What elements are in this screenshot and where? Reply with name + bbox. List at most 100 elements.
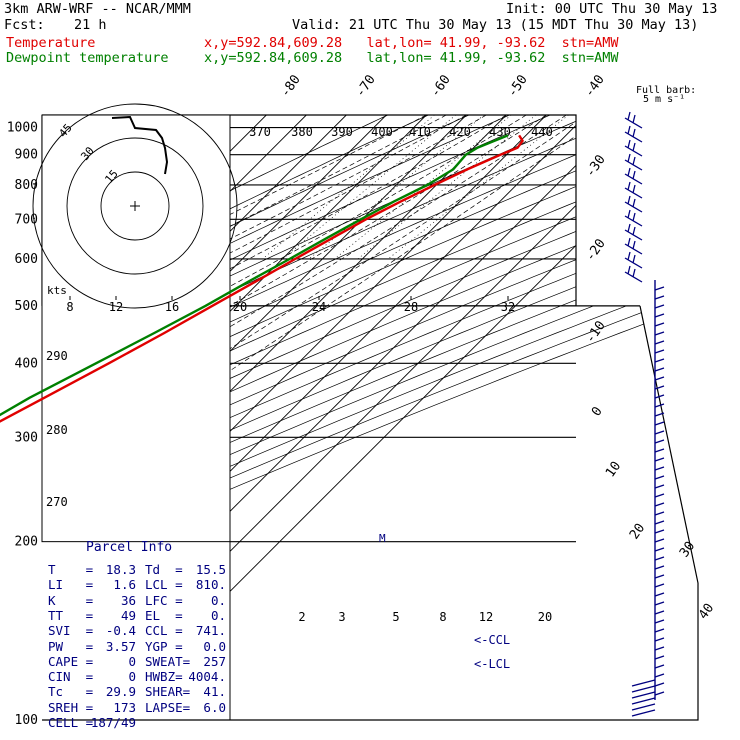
moist-adiabat-line [42, 115, 507, 543]
wind-barb-flag [654, 340, 665, 345]
forecast-label: Fcst: [4, 17, 45, 33]
parcel-info-l1: K = [48, 592, 94, 608]
barb-legend-line1: Full barb: [636, 85, 697, 96]
speed-axis-label: 24 [312, 300, 326, 314]
parcel-info-v1: 173 [113, 699, 136, 715]
parcel-info-v1: 187/49 [90, 715, 136, 730]
wind-barb-flag [627, 195, 631, 205]
theta-e-label: 410 [409, 125, 431, 139]
valid-time: Valid: 21 UTC Thu 30 May 13 (15 MDT Thu … [292, 17, 699, 33]
mixing-ratio-label: 3 [338, 610, 345, 624]
pressure-tick-label: 900 [15, 148, 38, 163]
wind-barb-flag [654, 556, 665, 561]
wind-barb-flag [627, 223, 631, 233]
theta-e-label: 430 [489, 125, 511, 139]
ccl-marker: <-CCL [474, 633, 510, 647]
parcel-info-v2: 810. [195, 577, 226, 593]
parcel-info-v2: 15.5 [195, 562, 226, 577]
pressure-tick-label: 300 [15, 430, 38, 445]
wind-barb-flag [627, 139, 631, 149]
parcel-info-l2: LAPSE= [145, 699, 191, 715]
mixing-ratio-line [262, 115, 435, 260]
isotherm-label-right: 20 [627, 521, 648, 542]
wind-barb-flag [654, 376, 665, 381]
wind-barb-low-level [631, 691, 656, 699]
wind-barb-flag [654, 655, 665, 660]
wind-barb-flag [654, 682, 665, 687]
wind-barb-flag [654, 358, 665, 363]
parcel-info-l1: Tc = [48, 684, 94, 700]
parcel-info-v2: 0.0 [203, 638, 226, 654]
dewpoint-trace [0, 134, 509, 417]
wind-barb-flag [627, 111, 631, 121]
mixing-ratio-label: 2 [298, 610, 305, 624]
parcel-info-l2: YGP = [145, 638, 183, 654]
theta-e-label: 440 [531, 125, 553, 139]
mixing-ratio-label: 20 [538, 610, 552, 624]
isotherm-label-top: -40 [582, 72, 608, 100]
parcel-info-v1: 29.9 [105, 684, 136, 700]
wind-barb-flag [627, 265, 631, 275]
wind-barb-flag [654, 673, 665, 678]
hodograph-ring [66, 137, 204, 275]
parcel-info-v2: 0. [210, 592, 226, 608]
wind-barb-flag [654, 313, 665, 318]
pressure-tick-label: 600 [15, 252, 38, 267]
wind-barb-flag [654, 439, 665, 444]
parcel-info-v1: 49 [120, 607, 136, 623]
wind-barb-flag [654, 511, 665, 516]
wind-barb-flag [654, 565, 665, 570]
wind-barb-flag [632, 268, 636, 278]
pressure-tick-label: 700 [15, 212, 38, 227]
hodograph-ring [32, 103, 238, 309]
isotherm-label-top: -80 [278, 72, 304, 100]
wind-barb-flag [654, 637, 665, 642]
pressure-tick-label: 200 [15, 535, 38, 550]
parcel-info-v1: 1.6 [113, 577, 136, 593]
model-title: 3km ARW-WRF -- NCAR/MMM [4, 1, 191, 17]
theta-e-label: 420 [449, 125, 471, 139]
wind-barb-flag [632, 212, 636, 222]
parcel-info-l2: LCL = [145, 577, 183, 593]
wind-barb-flag [632, 156, 636, 166]
parcel-info-l1: SVI = [48, 623, 94, 639]
dry-adiabat-line [42, 115, 698, 720]
parcel-info-v1: 18.3 [105, 562, 136, 577]
parcel-info-l2: EL = [145, 607, 183, 623]
wind-barb-flag [654, 619, 665, 624]
wind-barb-flag [654, 295, 665, 300]
wind-barb-flag [654, 538, 665, 543]
mixing-ratio-line [334, 115, 512, 260]
wind-barb-flag [654, 547, 665, 552]
wind-barb-flag [654, 493, 665, 498]
wind-barb-flag [632, 170, 636, 180]
wind-barb-column [624, 111, 665, 717]
wind-barb-flag [654, 610, 665, 615]
dewpoint-legend-label: Dewpoint temperature [6, 50, 169, 66]
speed-axis-label: 28 [404, 300, 418, 314]
speed-axis-label: 16 [165, 300, 179, 314]
wind-barb-flag [654, 475, 665, 480]
isotherm-label-right: -20 [583, 236, 609, 264]
parcel-info-v2: 257 [203, 653, 226, 669]
theta-label-left: 290 [46, 349, 68, 363]
wind-barb-flag [654, 349, 665, 354]
parcel-info-v2: 0. [210, 607, 226, 623]
hodograph-ring [100, 171, 170, 241]
isotherm-line [0, 115, 26, 720]
wind-barb-flag [654, 691, 665, 696]
speed-axis-label: 12 [109, 300, 123, 314]
theta-e-label: 390 [331, 125, 353, 139]
dry-adiabat-line [42, 115, 698, 720]
theta-label-left: 280 [46, 423, 68, 437]
plot-frame-lower [42, 305, 699, 721]
wind-barb-flag [654, 601, 665, 606]
parcel-info-v1: -0.4 [105, 623, 136, 639]
hodograph-trace [111, 115, 169, 175]
dewpoint-location: x,y=592.84,609.28 lat,lon= 41.99, -93.62… [204, 50, 619, 66]
init-time: Init: 00 UTC Thu 30 May 13 [506, 1, 718, 17]
pressure-tick-label: 100 [15, 713, 38, 728]
wind-barb-low-level [631, 679, 656, 687]
isotherm-label-right: -10 [583, 318, 609, 346]
